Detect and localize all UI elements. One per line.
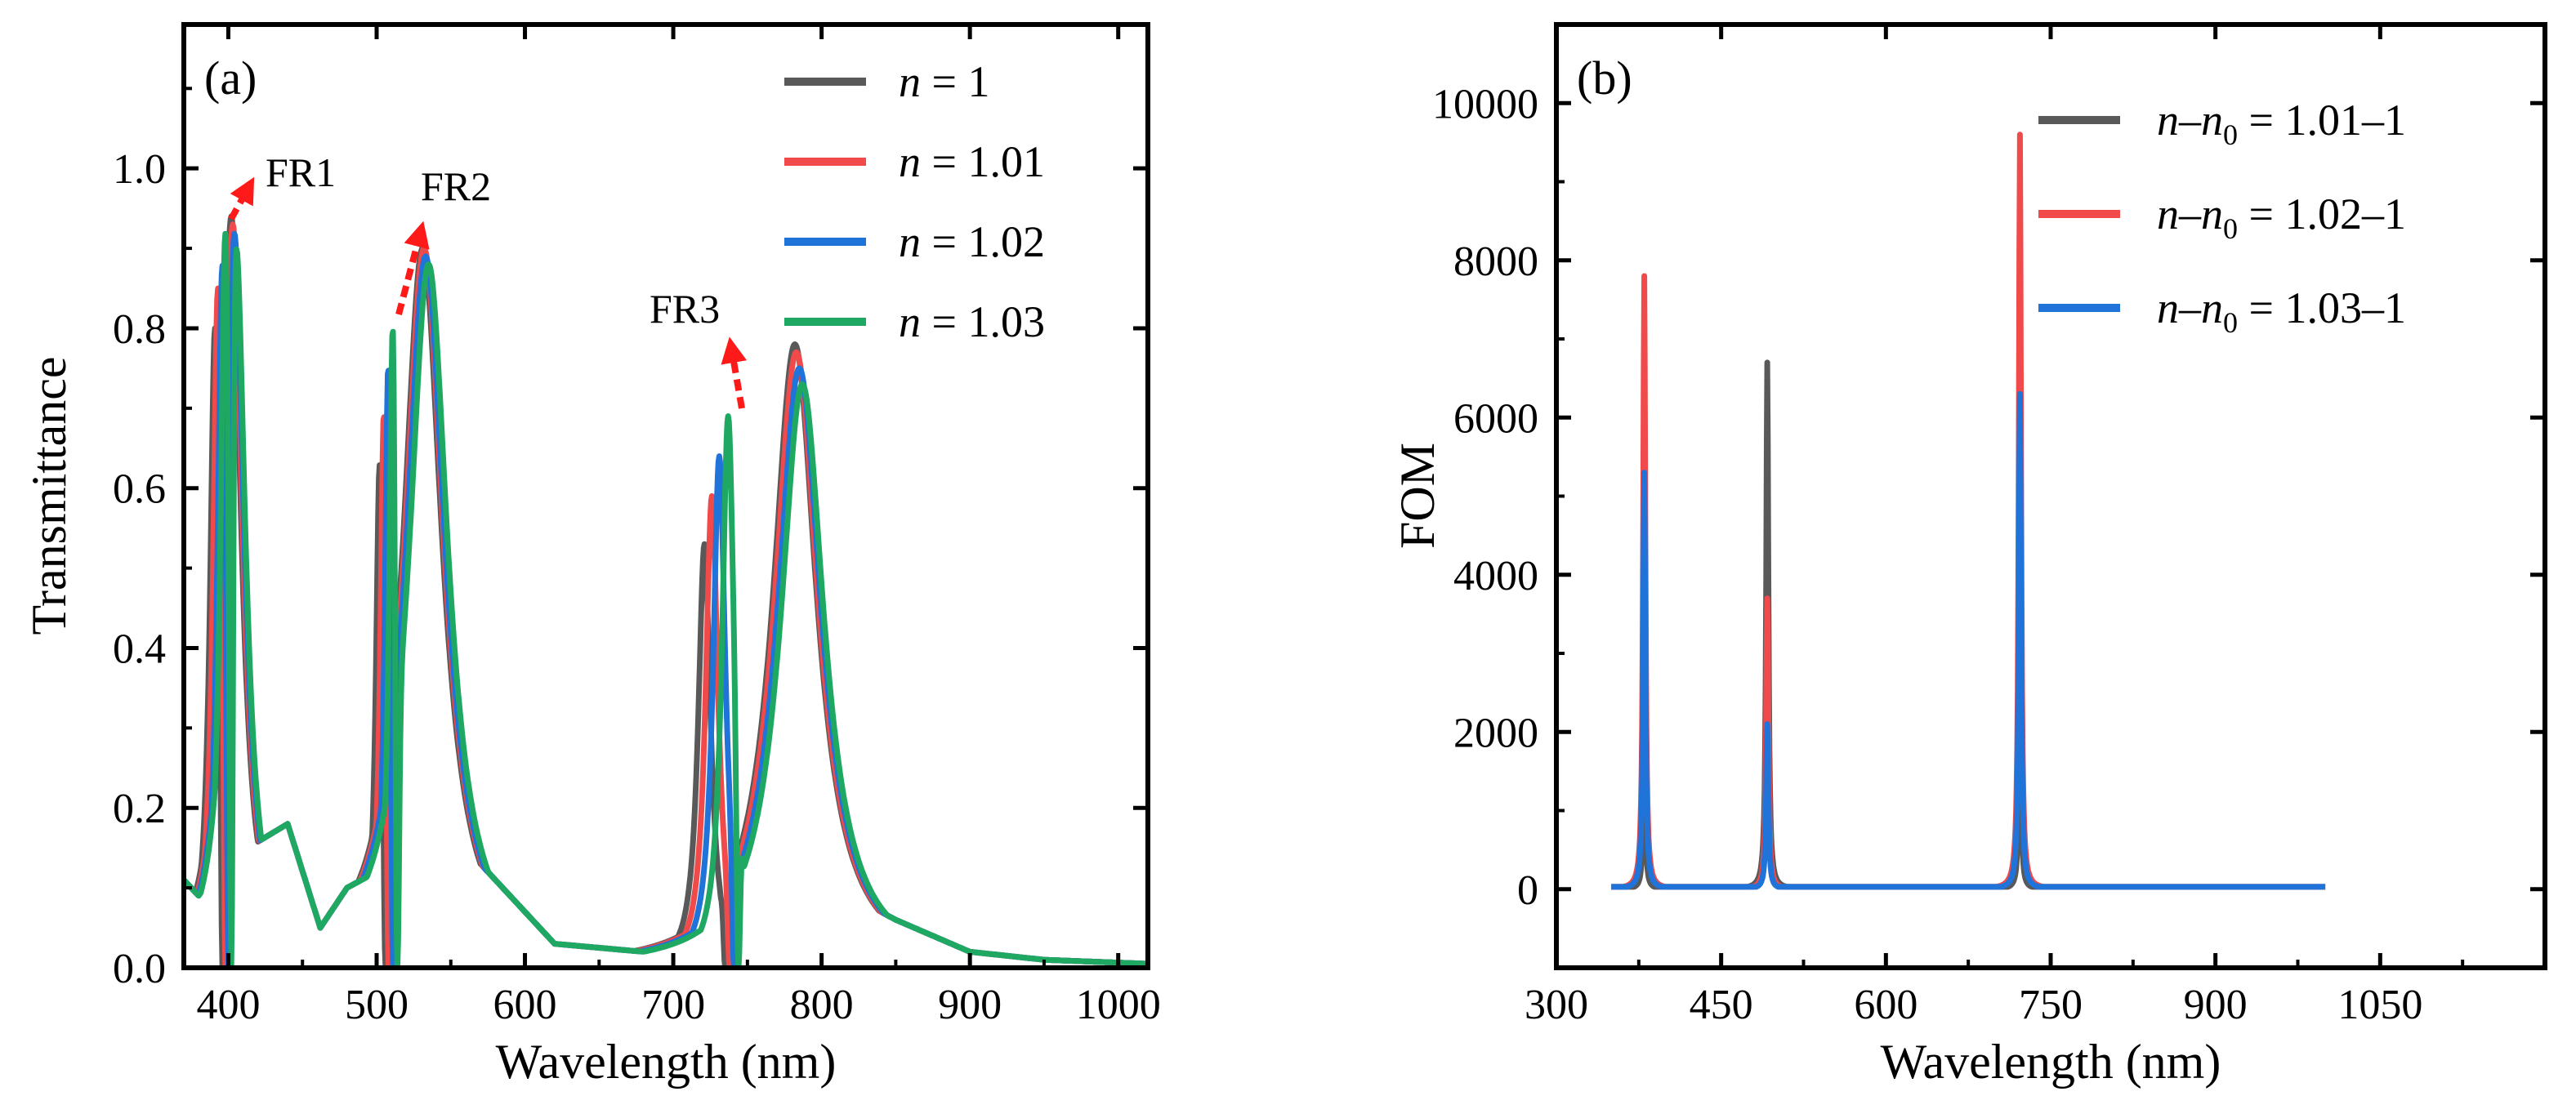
panel-a-legend: n = 1 n = 1.01 n = 1.02 n = 1.03 (784, 57, 1045, 346)
panel-b-frame (1554, 22, 2547, 970)
a-ytick-label-3: 0.6 (113, 466, 166, 513)
legend-b-var2-2: n (2201, 283, 2223, 332)
a-series-line-3 (184, 230, 1148, 968)
legend-b-entry-1: n–n0 = 1.02–1 (2157, 189, 2406, 245)
panel-a-plot-area (184, 213, 1148, 968)
panel-b-ylabel: FOM (1391, 443, 1444, 549)
a-xtick-label-2: 600 (493, 982, 557, 1028)
a-ytick-label-4: 0.8 (113, 306, 166, 353)
legend-b-text-1: = 1.02–1 (2238, 189, 2406, 238)
b-xtick-label-1: 450 (1690, 982, 1753, 1028)
a-ytick-label-0: 0.0 (113, 946, 166, 992)
legend-b-text-0: = 1.01–1 (2238, 96, 2406, 145)
b-ytick-label-3: 6000 (1453, 395, 1538, 442)
panel-a-ylabel: Transmittance (22, 356, 76, 635)
b-xtick-label-5: 1050 (2337, 982, 2422, 1028)
annotation-fr1: FR1 (266, 149, 336, 195)
panel-b-label: (b) (1577, 51, 1632, 105)
legend-a-entry-0: n = 1 (899, 57, 989, 106)
panel-a-annotations: FR1 FR2 FR3 (228, 149, 748, 409)
annotation-fr2: FR2 (421, 163, 491, 209)
a-xtick-label-1: 500 (345, 982, 408, 1028)
arrow-fr1 (228, 176, 255, 221)
a-xtick-label-3: 700 (641, 982, 705, 1028)
b-ytick-label-1: 2000 (1453, 710, 1538, 756)
annotation-fr3: FR3 (650, 286, 720, 332)
b-series-line-2 (1609, 390, 2328, 890)
b-series-line-0 (1609, 359, 2328, 890)
panel-b-xlabel: Wavelength (nm) (1881, 1035, 2221, 1089)
a-xtick-label-4: 800 (790, 982, 854, 1028)
legend-a-text-3: = 1.03 (921, 297, 1045, 346)
legend-a-text-2: = 1.02 (921, 217, 1045, 266)
panel-b-plot-area (1609, 131, 2328, 890)
legend-b-sub-1: 0 (2223, 212, 2238, 245)
arrow-fr2 (395, 221, 430, 316)
legend-a-entry-3: n = 1.03 (899, 297, 1045, 346)
b-ytick-label-0: 0 (1517, 867, 1538, 914)
legend-b-var1-2: n (2157, 283, 2179, 332)
b-series-line-1 (1609, 131, 2328, 890)
a-ytick-label-2: 0.4 (113, 626, 166, 672)
a-xtick-label-6: 1000 (1076, 982, 1161, 1028)
legend-b-text-2: = 1.03–1 (2238, 283, 2406, 332)
b-ytick-label-5: 10000 (1432, 81, 1538, 127)
panel-a-frame (181, 22, 1150, 970)
a-ytick-label-5: 1.0 (113, 146, 166, 193)
a-xtick-label-5: 900 (938, 982, 1002, 1028)
legend-b-var1-0: n (2157, 96, 2179, 145)
legend-b-entry-0: n–n0 = 1.01–1 (2157, 96, 2406, 151)
panel-b: 300 450 600 750 900 1050 0 2000 4000 6000 8000 1000… (1391, 22, 2547, 1089)
b-xtick-label-4: 900 (2184, 982, 2248, 1028)
legend-b-entry-2: n–n0 = 1.03–1 (2157, 283, 2406, 339)
legend-a-var-0: n (899, 57, 921, 106)
legend-b-var2-1: n (2201, 189, 2223, 238)
legend-b-sub-0: 0 (2223, 118, 2238, 151)
legend-a-var-1: n (899, 137, 921, 186)
legend-b-sub-2: 0 (2223, 306, 2238, 339)
legend-a-entry-2: n = 1.02 (899, 217, 1045, 266)
panel-a-label: (a) (204, 51, 257, 105)
legend-a-text-0: = 1 (921, 57, 989, 106)
legend-a-text-1: = 1.01 (921, 137, 1045, 186)
a-ytick-label-1: 0.2 (113, 786, 166, 832)
a-xtick-label-0: 400 (196, 982, 260, 1028)
panel-a-ticks: 400 500 600 700 800 900 1000 0.0 0.2 0.4 0.6 0.8 1.0 (113, 25, 1161, 1028)
panel-a-xlabel: Wavelength (nm) (496, 1035, 837, 1089)
legend-b-var2-0: n (2201, 96, 2223, 145)
b-xtick-label-3: 750 (2019, 982, 2083, 1028)
legend-a-var-2: n (899, 217, 921, 266)
panel-b-legend: n–n0 = 1.01–1 n–n0 = 1.02–1 n–n0 = 1.03–… (2038, 96, 2406, 339)
b-ytick-label-4: 8000 (1453, 238, 1538, 285)
panel-b-ticks: 300 450 600 750 900 1050 0 2000 4000 6000 8000 1000… (1432, 25, 2545, 1028)
legend-a-entry-1: n = 1.01 (899, 137, 1045, 186)
panel-a: 400 500 600 700 800 900 1000 0.0 0.2 0.4 0.6 0.8 1.0… (22, 22, 1161, 1089)
legend-a-var-3: n (899, 297, 921, 346)
arrow-fr3 (721, 336, 748, 409)
b-xtick-label-0: 300 (1525, 982, 1588, 1028)
b-xtick-label-2: 600 (1854, 982, 1917, 1028)
legend-b-var1-1: n (2157, 189, 2179, 238)
b-ytick-label-2: 4000 (1453, 553, 1538, 599)
